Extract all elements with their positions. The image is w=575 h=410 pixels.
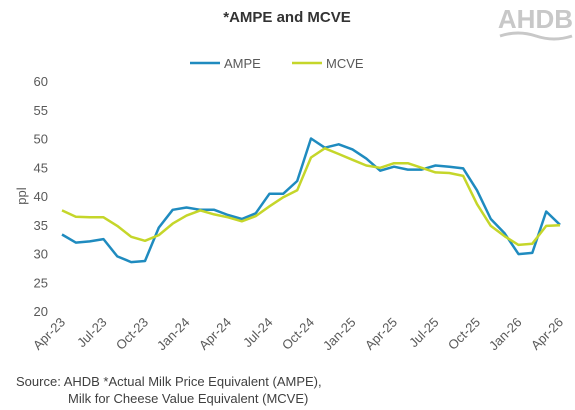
x-tick-label: Apr-25 [362,315,400,353]
y-tick-label: 40 [34,189,48,204]
x-tick-label: Jan-26 [486,315,525,354]
x-tick-label: Oct-23 [113,315,151,353]
logo-swoosh [499,31,573,41]
source-note: Source: AHDB *Actual Milk Price Equivale… [16,374,322,389]
legend-label: MCVE [326,56,364,71]
y-tick-label: 30 [34,247,48,262]
x-tick-label: Jul-25 [406,315,442,351]
x-tick-label: Apr-23 [30,315,68,353]
x-tick-label: Jul-24 [240,315,276,351]
chart-title: *AMPE and MCVE [223,9,351,26]
x-tick-label: Apr-24 [196,315,234,353]
y-tick-label: 20 [34,304,48,319]
x-tick-label: Oct-24 [279,315,317,353]
line-series [61,147,561,247]
y-tick-label: 25 [34,275,48,290]
x-tick-label: Apr-26 [528,315,566,353]
y-tick-label: 60 [34,74,48,89]
source-note: Milk for Cheese Value Equivalent (MCVE) [68,391,308,406]
y-tick-label: 35 [34,218,48,233]
legend-label: AMPE [224,56,261,71]
y-tick-label: 45 [34,160,48,175]
x-tick-label: Oct-25 [445,315,483,353]
y-axis-label: ppl [14,187,29,204]
y-tick-label: 50 [34,132,48,147]
logo: AHDB [498,4,573,34]
line-series [61,137,561,264]
x-tick-label: Jan-25 [320,315,359,354]
x-tick-label: Jul-23 [74,315,110,351]
x-tick-label: Jan-24 [154,315,193,354]
y-tick-label: 55 [34,103,48,118]
